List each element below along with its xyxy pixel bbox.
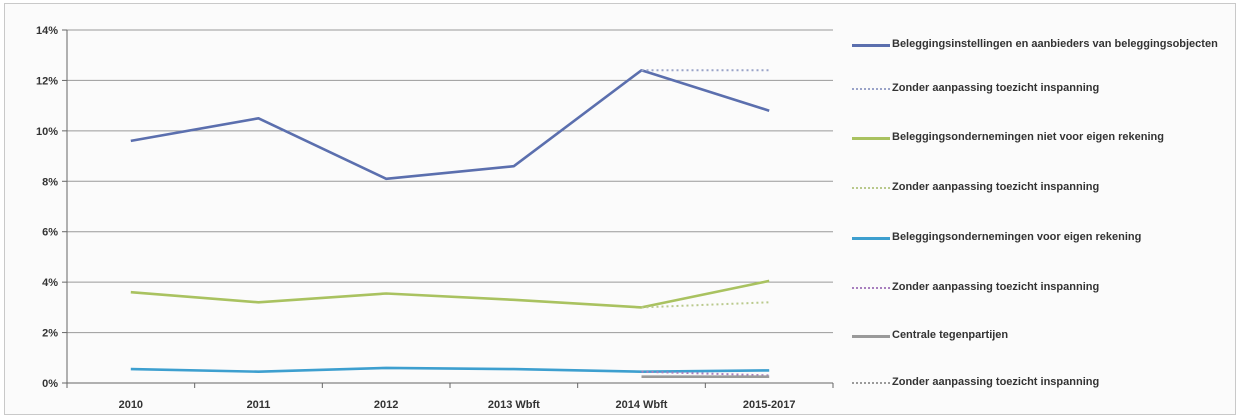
legend-label: Beleggingsondernemingen niet voor eigen … [892, 131, 1164, 143]
legend-swatch [848, 377, 892, 387]
x-tick-label: 2014 Wbft [616, 399, 668, 411]
legend-swatch [848, 182, 892, 192]
legend-swatch [848, 132, 892, 142]
legend-swatch [848, 282, 892, 292]
legend-item: Zonder aanpassing toezicht inspanning [848, 280, 1099, 295]
series-lines [130, 69, 770, 379]
legend-swatch [848, 39, 892, 49]
chart-frame [4, 3, 1236, 415]
gridlines [62, 29, 834, 388]
series-line-4 [130, 366, 770, 374]
x-tick-label: 2012 [374, 399, 398, 411]
legend-item: Zonder aanpassing toezicht inspanning [848, 375, 1099, 390]
series-line-5 [641, 370, 770, 377]
series-line-2 [130, 279, 770, 309]
series-line-3 [641, 301, 770, 309]
y-tick-label: 2% [42, 328, 58, 340]
legend-label: Zonder aanpassing toezicht inspanning [892, 181, 1100, 193]
x-axis-ticks: 2010 2011 2012 2013 Wbft 2014 Wbft 2015-2017 [119, 399, 796, 411]
y-tick-label: 14% [36, 25, 58, 37]
x-tick-label: 2015-2017 [743, 399, 796, 411]
legend-label: Centrale tegenpartijen [892, 329, 1009, 341]
legend-swatch [848, 330, 892, 340]
legend-label: Zonder aanpassing toezicht inspanning [892, 376, 1100, 388]
y-tick-label: 0% [42, 378, 58, 390]
legend-item: Beleggingsinstellingen en aanbieders van… [848, 37, 1218, 52]
legend-item: Centrale tegenpartijen [848, 328, 1008, 343]
legend-label: Beleggingsinstellingen en aanbieders van… [892, 38, 1218, 50]
legend-swatch [848, 83, 892, 93]
y-tick-label: 12% [36, 75, 58, 87]
y-tick-label: 4% [42, 277, 58, 289]
legend-label: Beleggingsondernemingen voor eigen reken… [892, 231, 1142, 243]
legend-label: Zonder aanpassing toezicht inspanning [892, 82, 1100, 94]
y-tick-label: 10% [36, 126, 58, 138]
y-axis-ticks: 0% 2% 4% 6% 8% 10% 12% 14% [36, 25, 58, 390]
series-line-0 [130, 69, 770, 181]
legend-swatch [848, 232, 892, 242]
y-tick-label: 8% [42, 176, 58, 188]
legend-item: Zonder aanpassing toezicht inspanning [848, 81, 1099, 96]
legend-item: Zonder aanpassing toezicht inspanning [848, 180, 1099, 195]
y-tick-label: 6% [42, 227, 58, 239]
x-tick-label: 2010 [119, 399, 143, 411]
legend-item: Beleggingsondernemingen niet voor eigen … [848, 130, 1164, 145]
x-tick-label: 2013 Wbft [488, 399, 540, 411]
x-tick-label: 2011 [247, 399, 271, 411]
legend-label: Zonder aanpassing toezicht inspanning [892, 281, 1100, 293]
legend-item: Beleggingsondernemingen voor eigen reken… [848, 230, 1141, 245]
